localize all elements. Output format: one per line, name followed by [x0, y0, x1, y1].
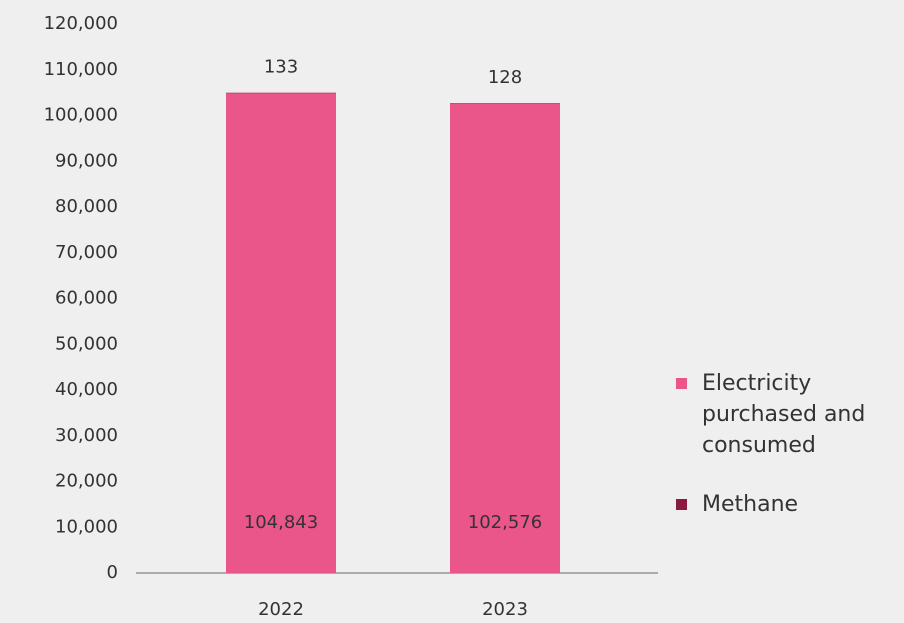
y-tick-label: 110,000 [44, 59, 118, 80]
legend: Electricity purchased and consumed Methan… [676, 368, 904, 548]
y-tick-label: 80,000 [55, 196, 118, 217]
bar-segment [450, 103, 560, 104]
value-label: 102,576 [468, 512, 542, 533]
y-tick-label: 50,000 [55, 333, 118, 354]
value-label: 133 [264, 57, 298, 78]
y-tick-label: 30,000 [55, 425, 118, 446]
value-label: 104,843 [244, 512, 318, 533]
legend-item: Electricity purchased and consumed [676, 368, 904, 461]
legend-item: Methane [676, 489, 904, 520]
legend-label: Electricity purchased and consumed [702, 371, 866, 458]
y-tick-label: 10,000 [55, 516, 118, 537]
y-tick-label: 60,000 [55, 288, 118, 309]
y-tick-label: 120,000 [44, 13, 118, 34]
y-tick-label: 100,000 [44, 105, 118, 126]
bar-segment [450, 103, 560, 574]
x-tick-label: 2023 [482, 599, 528, 620]
y-tick-label: 90,000 [55, 150, 118, 171]
legend-swatch [676, 378, 687, 389]
legend-swatch [676, 499, 687, 510]
y-tick-label: 20,000 [55, 471, 118, 492]
x-tick-label: 2022 [258, 599, 304, 620]
legend-label: Methane [702, 492, 799, 517]
bar-segment [226, 92, 336, 94]
y-tick-label: 70,000 [55, 242, 118, 263]
y-tick-label: 0 [107, 562, 118, 583]
value-label: 128 [488, 67, 522, 88]
y-tick-label: 40,000 [55, 379, 118, 400]
bar-segment [226, 93, 336, 574]
